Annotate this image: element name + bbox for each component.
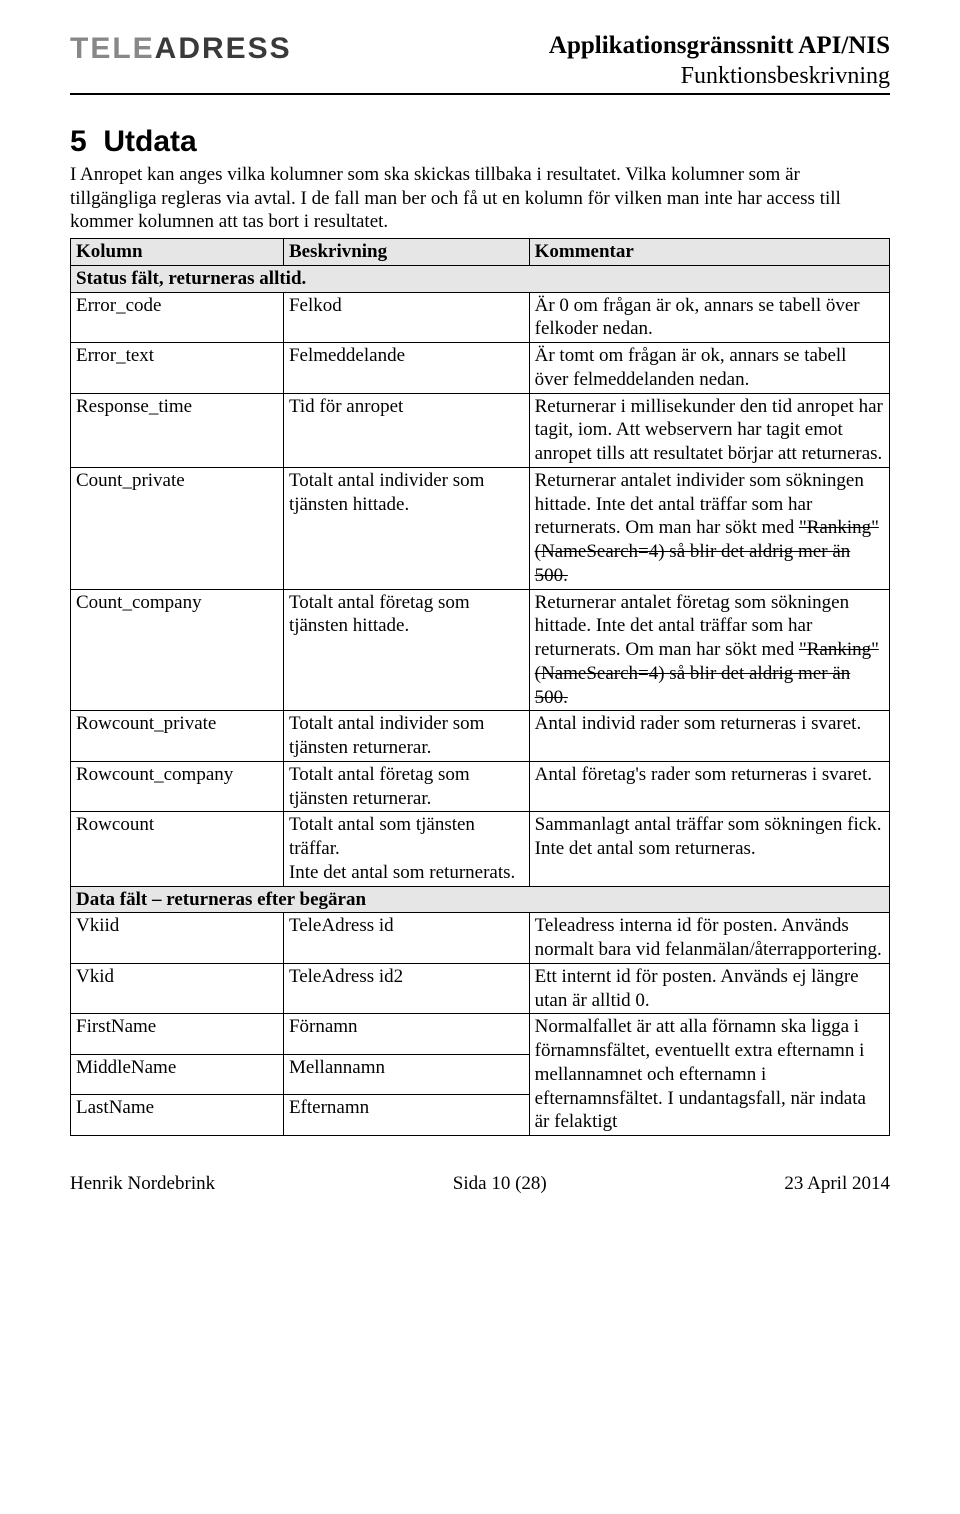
table-row: Rowcount_privateTotalt antal individer s… — [71, 711, 890, 762]
table-section-row: Data fält – returneras efter begäran — [71, 886, 890, 913]
cell-kommentar: Är tomt om frågan är ok, annars se tabel… — [529, 343, 889, 394]
cell-kommentar: Returnerar i millisekunder den tid anrop… — [529, 393, 889, 467]
cell-kolumn: Rowcount_private — [71, 711, 284, 762]
cell-beskrivning: Felkod — [283, 292, 529, 343]
table-row: Error_textFelmeddelandeÄr tomt om frågan… — [71, 343, 890, 394]
table-row: Error_codeFelkodÄr 0 om frågan är ok, an… — [71, 292, 890, 343]
table-header-row: KolumnBeskrivningKommentar — [71, 239, 890, 266]
footer-page: Sida 10 (28) — [453, 1172, 547, 1196]
cell-kommentar: Antal individ rader som returneras i sva… — [529, 711, 889, 762]
cell-kommentar: Returnerar antalet individer som sökning… — [529, 467, 889, 589]
col-header-kolumn: Kolumn — [71, 239, 284, 266]
table-section-row: Status fält, returneras alltid. — [71, 265, 890, 292]
cell-kommentar: Ett internt id för posten. Används ej lä… — [529, 963, 889, 1014]
table-row: Count_companyTotalt antal företag som tj… — [71, 589, 890, 711]
section-intro: I Anropet kan anges vilka kolumner som s… — [70, 163, 890, 234]
cell-beskrivning: Förnamn — [283, 1014, 529, 1055]
section-title-text: Utdata — [103, 125, 196, 158]
cell-kolumn: Vkid — [71, 963, 284, 1014]
table-row: VkiidTeleAdress idTeleadress interna id … — [71, 913, 890, 964]
section-row-label: Status fält, returneras alltid. — [71, 265, 890, 292]
cell-kommentar: Är 0 om frågan är ok, annars se tabell ö… — [529, 292, 889, 343]
section-heading: 5 Utdata — [70, 123, 890, 161]
cell-kolumn: Error_code — [71, 292, 284, 343]
footer-author: Henrik Nordebrink — [70, 1172, 215, 1196]
cell-kolumn: MiddleName — [71, 1054, 284, 1095]
col-header-beskrivning: Beskrivning — [283, 239, 529, 266]
cell-kolumn: Error_text — [71, 343, 284, 394]
cell-beskrivning: Mellannamn — [283, 1054, 529, 1095]
col-header-kommentar: Kommentar — [529, 239, 889, 266]
cell-beskrivning: Totalt antal individer som tjänsten retu… — [283, 711, 529, 762]
cell-kolumn: Rowcount — [71, 812, 284, 886]
cell-kommentar: Antal företag's rader som returneras i s… — [529, 761, 889, 812]
cell-kolumn: Count_private — [71, 467, 284, 589]
cell-beskrivning: Totalt antal individer som tjänsten hitt… — [283, 467, 529, 589]
cell-beskrivning: Tid för anropet — [283, 393, 529, 467]
cell-beskrivning: TeleAdress id — [283, 913, 529, 964]
cell-beskrivning: Totalt antal företag som tjänsten return… — [283, 761, 529, 812]
section-number: 5 — [70, 125, 87, 158]
section-row-label: Data fält – returneras efter begäran — [71, 886, 890, 913]
cell-kolumn: Vkiid — [71, 913, 284, 964]
cell-beskrivning: Efternamn — [283, 1095, 529, 1136]
page-footer: Henrik Nordebrink Sida 10 (28) 23 April … — [70, 1172, 890, 1196]
cell-kolumn: FirstName — [71, 1014, 284, 1055]
table-row: VkidTeleAdress id2Ett internt id för pos… — [71, 963, 890, 1014]
header-right: Applikationsgränssnitt API/NIS Funktions… — [549, 30, 890, 91]
cell-beskrivning: Felmeddelande — [283, 343, 529, 394]
cell-kommentar: Teleadress interna id för posten. Använd… — [529, 913, 889, 964]
cell-beskrivning: TeleAdress id2 — [283, 963, 529, 1014]
cell-kolumn: LastName — [71, 1095, 284, 1136]
table-row: Rowcount_companyTotalt antal företag som… — [71, 761, 890, 812]
table-row: Count_privateTotalt antal individer som … — [71, 467, 890, 589]
utdata-table: KolumnBeskrivningKommentarStatus fält, r… — [70, 238, 890, 1136]
cell-kolumn: Response_time — [71, 393, 284, 467]
cell-kolumn: Rowcount_company — [71, 761, 284, 812]
logo: TELEADRESS — [70, 30, 292, 68]
table-row: FirstNameFörnamnNormalfallet är att alla… — [71, 1014, 890, 1055]
cell-kolumn: Count_company — [71, 589, 284, 711]
cell-kommentar: Returnerar antalet företag som sökningen… — [529, 589, 889, 711]
doc-title: Applikationsgränssnitt API/NIS — [549, 30, 890, 61]
table-row: Response_timeTid för anropetReturnerar i… — [71, 393, 890, 467]
table-row: RowcountTotalt antal som tjänsten träffa… — [71, 812, 890, 886]
cell-kommentar: Normalfallet är att alla förnamn ska lig… — [529, 1014, 889, 1136]
doc-subtitle: Funktionsbeskrivning — [549, 61, 890, 91]
cell-kommentar: Sammanlagt antal träffar som sökningen f… — [529, 812, 889, 886]
cell-beskrivning: Totalt antal företag som tjänsten hittad… — [283, 589, 529, 711]
page-header: TELEADRESS Applikationsgränssnitt API/NI… — [70, 30, 890, 95]
footer-date: 23 April 2014 — [784, 1172, 890, 1196]
cell-beskrivning: Totalt antal som tjänsten träffar.Inte d… — [283, 812, 529, 886]
